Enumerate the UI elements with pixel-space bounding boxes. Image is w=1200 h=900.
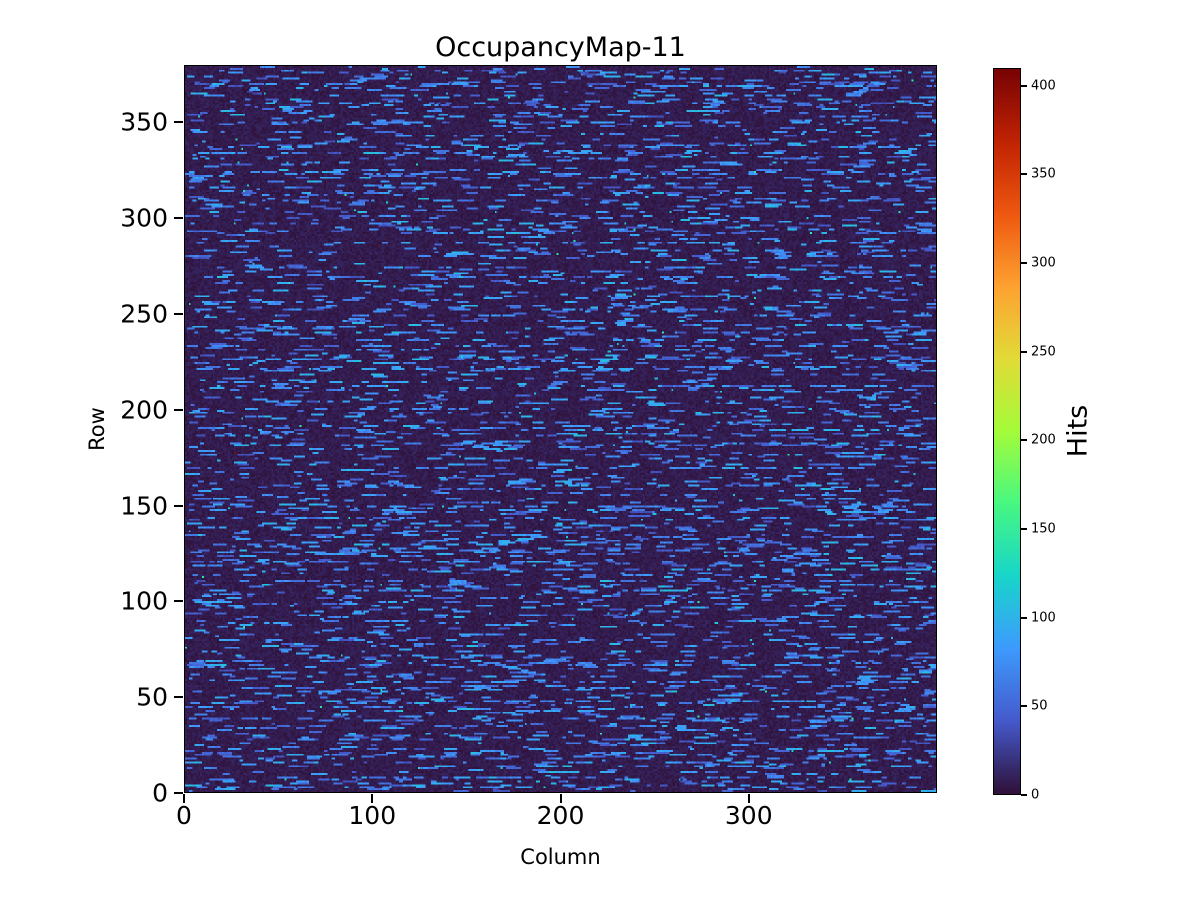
y-tick-mark (174, 504, 183, 507)
y-tick-label: 150 (120, 491, 168, 521)
y-tick-label: 100 (120, 586, 168, 616)
colorbar-tick-mark (1021, 439, 1027, 442)
colorbar-tick-label: 350 (1031, 166, 1056, 182)
colorbar-tick-label: 100 (1031, 610, 1056, 626)
colorbar-tick-label: 200 (1031, 432, 1056, 448)
colorbar-canvas (993, 68, 1021, 795)
y-tick-label: 50 (136, 682, 168, 712)
y-tick-mark (174, 313, 183, 316)
colorbar-tick-mark (1021, 262, 1027, 265)
colorbar-tick-label: 50 (1031, 698, 1048, 714)
colorbar-label: Hits (1062, 404, 1094, 458)
y-tick-label: 350 (120, 107, 168, 137)
y-tick-label: 300 (120, 203, 168, 233)
colorbar-tick-mark (1021, 705, 1027, 708)
x-tick-label: 100 (348, 801, 397, 830)
x-tick-label: 300 (724, 801, 773, 830)
y-tick-label: 200 (120, 395, 168, 425)
y-tick-label: 250 (120, 299, 168, 329)
colorbar-tick-label: 0 (1031, 787, 1040, 803)
colorbar-tick-label: 400 (1031, 78, 1056, 94)
colorbar-tick-label: 150 (1031, 521, 1056, 537)
colorbar-tick-mark (1021, 84, 1027, 87)
y-tick-mark (174, 217, 183, 220)
y-tick-mark (174, 408, 183, 411)
x-tick-mark (559, 794, 562, 803)
x-tick-label: 200 (536, 801, 585, 830)
colorbar-tick-label: 250 (1031, 344, 1056, 360)
colorbar-tick-label: 300 (1031, 255, 1056, 271)
heatmap-canvas (184, 65, 937, 793)
colorbar-tick-mark (1021, 528, 1027, 531)
x-axis-label: Column (520, 845, 601, 869)
y-tick-mark (174, 696, 183, 699)
x-tick-mark (183, 794, 185, 803)
chart-title: OccupancyMap-11 (435, 32, 686, 63)
y-tick-mark (174, 600, 183, 603)
colorbar-tick-mark (1021, 350, 1027, 353)
colorbar-tick-mark (1021, 794, 1027, 796)
colorbar-tick-mark (1021, 616, 1027, 619)
y-tick-mark (174, 121, 183, 124)
x-tick-label: 0 (176, 801, 192, 830)
y-axis-label: Row (85, 407, 109, 451)
y-tick-label: 0 (152, 778, 168, 808)
colorbar-tick-mark (1021, 173, 1027, 176)
x-tick-mark (371, 794, 374, 803)
x-tick-mark (747, 794, 750, 803)
y-tick-mark (174, 792, 183, 794)
